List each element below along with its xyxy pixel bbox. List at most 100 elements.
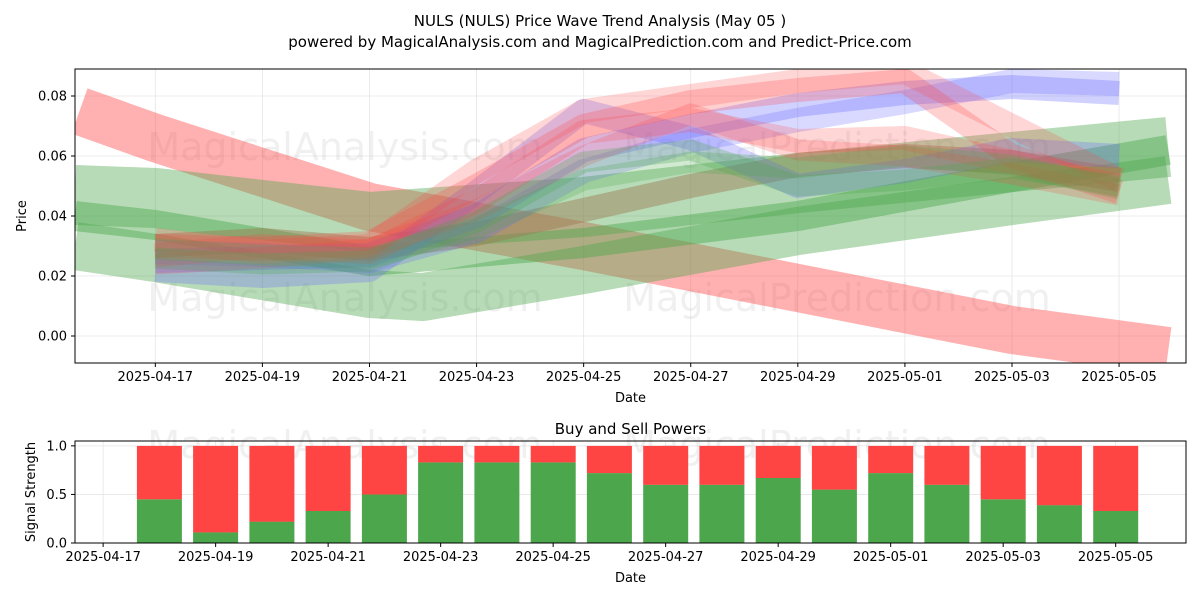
sell-bar — [980, 445, 1026, 500]
buy-bar — [811, 489, 857, 543]
x-tick-label: 2025-04-25 — [546, 370, 622, 385]
y-tick-label: 0.02 — [38, 270, 67, 285]
price-chart-y-label: Price — [15, 200, 30, 232]
series-band-green-upper-arc — [75, 117, 1172, 252]
buy-bar — [643, 484, 689, 543]
series-band-green-long-rise — [75, 135, 1171, 276]
x-tick-label: 2025-05-01 — [867, 370, 943, 385]
y-tick-label: 0.04 — [38, 210, 67, 225]
x-tick-label: 2025-04-29 — [760, 370, 836, 385]
x-tick-label: 2025-04-21 — [290, 550, 366, 565]
watermark-text: MagicalAnalysis.com — [147, 125, 542, 169]
series-band-red-wave-3 — [153, 69, 1125, 264]
sell-bar — [305, 445, 351, 511]
signal-chart-bars — [136, 445, 1139, 543]
series-band-red-wave-4 — [154, 103, 1122, 275]
x-tick-label: 2025-05-05 — [1081, 370, 1157, 385]
buy-bar — [418, 462, 464, 543]
sell-bar — [755, 445, 801, 478]
y-tick-label: 0.5 — [46, 488, 67, 503]
x-tick-label: 2025-04-17 — [118, 370, 194, 385]
x-tick-label: 2025-04-23 — [403, 550, 479, 565]
x-tick-label: 2025-05-05 — [1078, 550, 1154, 565]
sell-bar — [193, 445, 239, 533]
series-band-red-long-decline — [75, 88, 1172, 363]
signal-chart-x-ticks: 2025-04-17 2025-04-19 2025-04-21 2025-04-23… — [65, 543, 1153, 565]
sell-bar — [643, 445, 689, 485]
x-tick-label: 2025-05-03 — [965, 550, 1041, 565]
watermark-text: MagicalAnalysis.com — [147, 276, 542, 320]
series-band-green-wave-1 — [154, 139, 1121, 275]
x-tick-label: 2025-04-21 — [332, 370, 408, 385]
price-chart-x-label: Date — [615, 391, 646, 406]
buy-bar — [924, 484, 970, 543]
price-chart-y-ticks: 0.00 0.02 0.04 0.06 0.08 — [38, 90, 75, 345]
watermark-text: MagicalPrediction.com — [623, 125, 1051, 169]
buy-bar — [361, 494, 407, 543]
series-band-blue-wave-3 — [154, 69, 1120, 273]
signal-chart-y-ticks: 0.0 0.5 1.0 — [46, 439, 75, 552]
x-tick-label: 2025-04-19 — [178, 550, 254, 565]
sell-bar — [811, 445, 857, 490]
x-tick-label: 2025-04-27 — [653, 370, 729, 385]
signal-chart-y-label: Signal Strength — [24, 442, 39, 542]
sell-bar — [361, 445, 407, 495]
x-tick-label: 2025-05-01 — [853, 550, 929, 565]
x-tick-label: 2025-05-03 — [974, 370, 1050, 385]
price-chart-panel: MagicalAnalysis.com MagicalPrediction.com… — [15, 68, 1187, 406]
buy-bar — [193, 532, 239, 543]
price-chart-watermarks: MagicalAnalysis.com MagicalPrediction.com… — [147, 125, 1050, 320]
buy-bar — [755, 477, 801, 543]
buy-bar — [530, 462, 576, 543]
x-tick-label: 2025-04-23 — [439, 370, 515, 385]
chart-subtitle: powered by MagicalAnalysis.com and Magic… — [288, 33, 912, 51]
sell-bar — [1036, 445, 1082, 506]
buy-bar — [305, 510, 351, 543]
price-chart-grid — [75, 69, 1186, 363]
buy-bar — [136, 499, 182, 543]
sell-bar — [699, 445, 745, 485]
y-tick-label: 0.00 — [38, 330, 67, 345]
series-band-blue-wave-2 — [154, 99, 1120, 288]
x-tick-label: 2025-04-29 — [740, 550, 816, 565]
sell-bar — [136, 445, 182, 500]
sell-bar — [586, 445, 632, 474]
signal-chart-x-label: Date — [615, 571, 646, 586]
sell-bar — [924, 445, 970, 485]
price-chart-series — [75, 69, 1172, 363]
buy-bar — [1036, 505, 1082, 543]
y-tick-label: 0.06 — [38, 150, 67, 165]
y-tick-label: 1.0 — [46, 439, 67, 454]
x-tick-label: 2025-04-19 — [225, 370, 301, 385]
x-tick-label: 2025-04-25 — [515, 550, 591, 565]
signal-chart-frame — [74, 440, 1187, 544]
sell-bar — [1093, 445, 1139, 511]
sell-bar — [249, 445, 295, 522]
x-tick-label: 2025-04-27 — [628, 550, 704, 565]
signal-chart-title: Buy and Sell Powers — [555, 420, 707, 438]
signal-chart-panel: Buy and Sell Powers MagicalAnalysis.com M… — [24, 420, 1187, 586]
series-band-green-wave-2 — [154, 145, 1122, 269]
series-band-red-wave-2 — [154, 108, 1122, 267]
buy-bar — [980, 499, 1026, 543]
price-chart-x-ticks: 2025-04-17 2025-04-19 2025-04-21 2025-04-23… — [118, 363, 1157, 385]
watermark-text: MagicalPrediction.com — [623, 276, 1051, 320]
buy-bar — [699, 484, 745, 543]
series-band-brown-baseline — [154, 144, 1122, 261]
series-band-blue-wave-1 — [154, 75, 1120, 273]
y-tick-label: 0.0 — [46, 537, 67, 552]
series-band-green-lower-arc — [75, 156, 1172, 321]
buy-bar — [249, 521, 295, 543]
sell-bar — [530, 445, 576, 463]
buy-bar — [474, 462, 520, 543]
y-tick-label: 0.08 — [38, 90, 67, 105]
buy-bar — [1093, 510, 1139, 543]
series-band-red-wave-1 — [154, 69, 1123, 261]
sell-bar — [418, 445, 464, 463]
buy-bar — [586, 473, 632, 543]
chart-title: NULS (NULS) Price Wave Trend Analysis (M… — [414, 12, 786, 30]
sell-bar — [868, 445, 914, 474]
sell-bar — [474, 445, 520, 463]
x-tick-label: 2025-04-17 — [65, 550, 141, 565]
